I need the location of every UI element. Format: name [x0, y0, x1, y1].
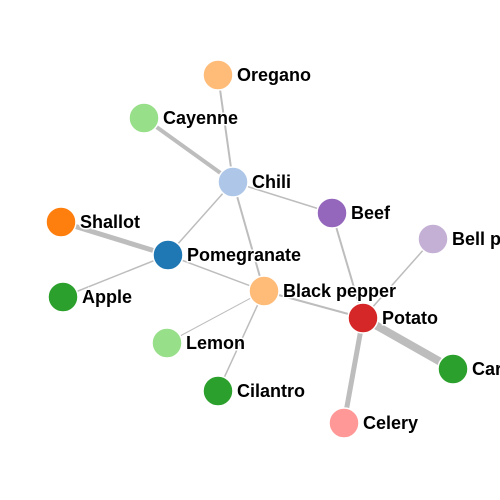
node-label-shallot: Shallot [80, 212, 140, 232]
node-circle-lemon[interactable] [151, 327, 183, 359]
node-circle-chili[interactable] [217, 166, 249, 198]
node-label-cayenne: Cayenne [163, 108, 238, 128]
node-label-pomegranate: Pomegranate [187, 245, 301, 265]
node-circle-potato[interactable] [347, 302, 379, 334]
node-label-beef: Beef [351, 203, 391, 223]
node-circle-black-pepper[interactable] [248, 275, 280, 307]
node-chili[interactable]: Chili [217, 166, 293, 198]
edge-black-pepper-cilantro [217, 290, 265, 392]
node-label-chili: Chili [252, 172, 291, 192]
node-oregano[interactable]: Oregano [202, 59, 313, 91]
edge-bell-pepper-potato [362, 238, 434, 319]
node-circle-pomegranate[interactable] [152, 239, 184, 271]
node-apple[interactable]: Apple [47, 281, 134, 313]
node-label-cilantro: Cilantro [237, 381, 305, 401]
node-pomegranate[interactable]: Pomegranate [152, 239, 303, 271]
node-circle-celery[interactable] [328, 407, 360, 439]
edge-shallot-pomegranate [60, 219, 169, 258]
edge-chili-pomegranate [167, 181, 234, 256]
node-circle-cilantro[interactable] [202, 375, 234, 407]
node-carrot[interactable]: Carrot [437, 353, 500, 385]
node-black-pepper[interactable]: Black pepper [248, 275, 398, 307]
node-label-black-pepper: Black pepper [283, 281, 396, 301]
node-beef[interactable]: Beef [316, 197, 393, 229]
node-cayenne[interactable]: Cayenne [128, 102, 240, 134]
edge-chili-beef [232, 181, 333, 214]
edge-black-pepper-lemon [166, 290, 265, 344]
node-circle-cayenne[interactable] [128, 102, 160, 134]
node-label-apple: Apple [82, 287, 132, 307]
node-label-celery: Celery [363, 413, 418, 433]
node-shallot[interactable]: Shallot [45, 206, 142, 238]
node-circle-apple[interactable] [47, 281, 79, 313]
node-label-carrot: Carrot [472, 359, 500, 379]
node-potato[interactable]: Potato [347, 302, 440, 334]
edges-layer [60, 74, 455, 424]
node-label-oregano: Oregano [237, 65, 311, 85]
node-circle-bell-pepper[interactable] [417, 223, 449, 255]
node-circle-carrot[interactable] [437, 353, 469, 385]
edge-apple-pomegranate [62, 254, 169, 298]
edge-beef-potato [331, 212, 364, 319]
node-celery[interactable]: Celery [328, 407, 420, 439]
edge-chili-black-pepper [232, 181, 265, 292]
edge-oregano-chili [217, 74, 234, 183]
node-lemon[interactable]: Lemon [151, 327, 247, 359]
edge-black-pepper-potato [263, 290, 364, 319]
edge-pomegranate-black-pepper [167, 254, 265, 292]
edge-cayenne-chili [142, 116, 235, 184]
node-cilantro[interactable]: Cilantro [202, 375, 307, 407]
nodes-layer: Oregano Cayenne Chili Beef Shallot Pomegranat… [45, 59, 500, 439]
edge-potato-carrot [361, 314, 455, 373]
node-label-lemon: Lemon [186, 333, 245, 353]
node-circle-beef[interactable] [316, 197, 348, 229]
node-label-bell-pepper: Bell pepper [452, 229, 500, 249]
node-circle-oregano[interactable] [202, 59, 234, 91]
node-circle-shallot[interactable] [45, 206, 77, 238]
node-label-potato: Potato [382, 308, 438, 328]
node-bell-pepper[interactable]: Bell pepper [417, 223, 500, 255]
edge-potato-celery [341, 317, 366, 424]
